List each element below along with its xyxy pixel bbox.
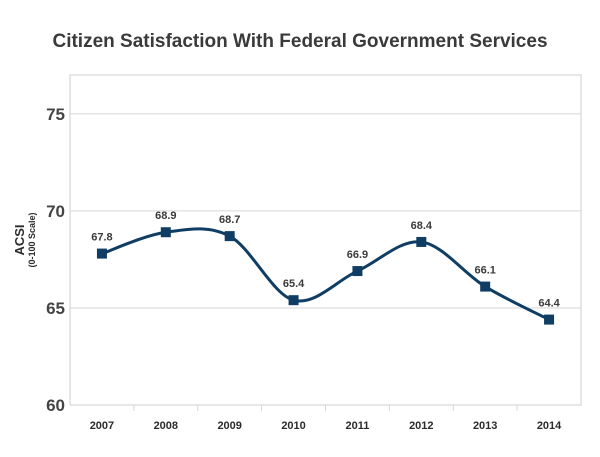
y-axis-label: ACSI [12,224,27,255]
y-tick-65: 65 [46,299,65,318]
data-point-2012 [416,236,427,247]
data-label-2009: 68.7 [219,214,240,226]
chart-title: Citizen Satisfaction With Federal Govern… [52,31,547,52]
data-labels: 67.8 68.9 68.7 65.4 66.9 68.4 66.1 64.4 [91,210,560,309]
series-line [101,227,550,321]
data-label-2008: 68.9 [155,210,176,222]
series-ACSI [101,227,550,321]
x-tick-2010: 2010 [281,420,305,432]
data-point-2014 [544,314,555,325]
data-point-2013 [480,281,491,292]
data-point-2010 [288,295,299,306]
x-tick-2013: 2013 [473,420,497,432]
data-point-2007 [96,248,107,259]
x-tick-2014: 2014 [537,420,562,432]
data-label-2010: 65.4 [283,278,305,290]
y-tick-70: 70 [46,202,65,221]
data-point-2011 [352,266,363,277]
data-label-2007: 67.8 [91,232,112,244]
data-point-2009 [224,231,235,242]
x-tick-2007: 2007 [90,420,114,432]
x-tick-2008: 2008 [154,420,178,432]
data-markers [96,227,555,325]
plot-frame [69,74,582,406]
y-tick-75: 75 [46,105,65,124]
data-label-2014: 64.4 [538,298,560,310]
y-tick-labels: 60 65 70 75 [46,105,65,415]
y-tick-60: 60 [46,396,65,415]
data-label-2011: 66.9 [347,249,368,261]
y-axis-sublabel: (0-100 Scale) [27,212,37,267]
y-axis-label-group: ACSI (0-100 Scale) [12,212,37,267]
data-label-2012: 68.4 [411,220,433,232]
x-tick-2012: 2012 [409,420,433,432]
data-label-2013: 66.1 [474,265,495,277]
data-point-2008 [160,227,171,238]
grid-lines [70,113,581,406]
x-tick-2011: 2011 [346,420,370,432]
x-tick-2009: 2009 [217,420,241,432]
x-tick-labels: 2007 2008 2009 2010 2011 2012 2013 2014 [90,405,562,432]
